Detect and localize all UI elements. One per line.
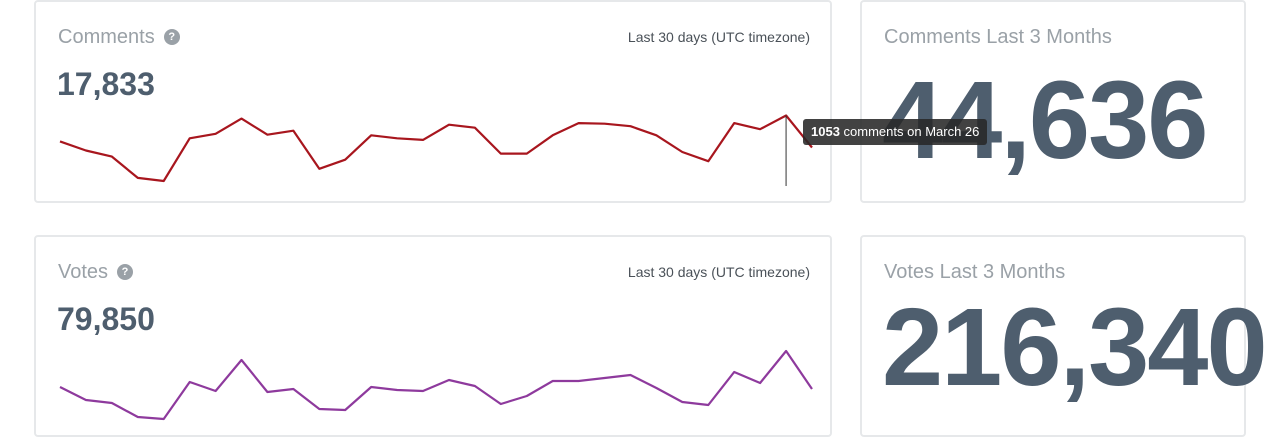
chart-tooltip: 1053 comments on March 26 — [803, 119, 988, 145]
votes-range-label: Last 30 days (UTC timezone) — [627, 264, 810, 280]
sparkline-series — [59, 349, 813, 421]
sparkline-series — [59, 114, 813, 183]
votes-3m-title: Votes Last 3 Months — [884, 261, 1066, 283]
comments-count: 17,833 — [57, 66, 155, 102]
votes-3m-card: Votes Last 3 Months — [860, 235, 1246, 437]
votes-card: Votes ? Last 30 days (UTC timezone) 79,8… — [34, 235, 832, 437]
votes-title-label: Votes — [58, 261, 109, 283]
comments-3m-card: Comments Last 3 Months — [860, 0, 1246, 203]
tooltip-count: 1053 — [811, 124, 840, 139]
votes-count: 79,850 — [57, 301, 155, 337]
help-icon[interactable]: ? — [163, 29, 180, 45]
tooltip-text: comments on March 26 — [843, 124, 980, 139]
comments-title-label: Comments — [58, 26, 155, 48]
votes-sparkline[interactable] — [36, 237, 834, 439]
comments-3m-title: Comments Last 3 Months — [884, 26, 1112, 48]
comments-card: Comments ? Last 30 days (UTC timezone) 1… — [34, 0, 832, 203]
comments-title: Comments ? — [58, 25, 180, 49]
comments-range-label: Last 30 days (UTC timezone) — [627, 29, 810, 45]
votes-title: Votes ? — [58, 260, 134, 284]
votes-3m-value: 216,340 — [882, 286, 1268, 409]
comments-sparkline[interactable] — [36, 2, 834, 205]
help-icon[interactable]: ? — [117, 264, 134, 280]
